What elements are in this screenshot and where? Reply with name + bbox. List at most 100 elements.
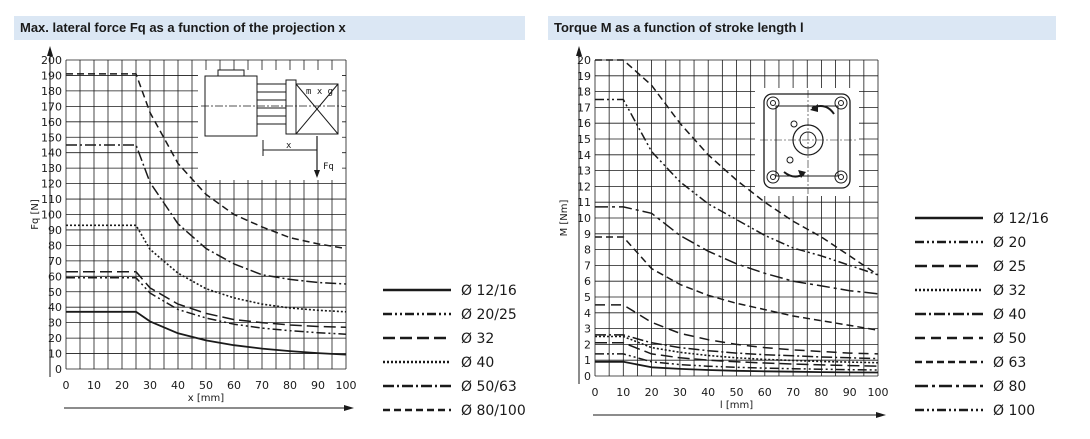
x-tick-label: 100 (336, 379, 357, 392)
y-tick-label: 10 (577, 212, 591, 225)
legend-label: Ø 50 (993, 331, 1026, 347)
y-tick-label: 12 (577, 180, 591, 193)
projection-inset: m x g x Fq (198, 69, 342, 180)
inset-bolt-hole (838, 174, 844, 180)
y-tick-label: 30 (48, 317, 62, 330)
legend: Ø 12/16 Ø 20 Ø 25 Ø 32 Ø 40 Ø 50 Ø 63 Ø 80 Ø 100 (915, 211, 1049, 419)
x-tick-label: 70 (786, 386, 800, 399)
x-tick-label: 30 (143, 379, 157, 392)
legend-label: Ø 40 (461, 355, 494, 371)
y-tick-label: 7 (584, 259, 591, 272)
y-axis-arrow-head (47, 46, 53, 56)
x-tick-labels: 0 10 20 30 40 50 60 70 80 90 100 (592, 386, 889, 399)
x-tick-label: 40 (171, 379, 185, 392)
series-line (595, 334, 879, 360)
y-axis-arrow-head (576, 46, 582, 56)
inset-bolt-hole (770, 100, 776, 106)
legend-label: Ø 80/100 (461, 403, 526, 419)
y-tick-label: 190 (41, 69, 62, 82)
x-tick-label: 50 (730, 386, 744, 399)
y-tick-label: 0 (55, 363, 62, 376)
legend-label: Ø 32 (461, 331, 494, 347)
y-tick-label: 2 (584, 338, 591, 351)
series-line (595, 206, 879, 295)
y-tick-label: 20 (577, 54, 591, 67)
y-tick-label: 9 (584, 228, 591, 241)
y-tick-label: 8 (584, 244, 591, 257)
series-line (595, 353, 879, 371)
legend-label: Ø 12/16 (993, 211, 1049, 227)
inset-cylinder-cap (217, 69, 245, 77)
inset-bore (775, 105, 839, 177)
x-tick-label: 60 (227, 379, 241, 392)
y-tick-label: 13 (577, 165, 591, 178)
x-tick-label: 80 (814, 386, 828, 399)
y-tick-label: 0 (584, 370, 591, 383)
inset-torque-arrowhead (810, 104, 818, 112)
inset-guide-hole (790, 120, 798, 128)
y-tick-label: 15 (577, 133, 591, 146)
inset-guide-hole (786, 156, 794, 164)
y-tick-label: 4 (584, 307, 591, 320)
series-line (66, 277, 347, 335)
y-tick-label: 140 (41, 147, 62, 160)
legend-label: Ø 32 (993, 283, 1026, 299)
inset-force-label: Fq (323, 162, 334, 172)
legend-label: Ø 80 (993, 379, 1026, 395)
axes-arrows (576, 46, 886, 418)
series-line (595, 335, 879, 364)
axes-arrows (47, 46, 354, 411)
left-chart-title: Max. lateral force Fq as a function of t… (14, 16, 525, 40)
legend-label: Ø 50/63 (461, 379, 517, 395)
legend-label: Ø 100 (993, 403, 1035, 419)
inset-projection-label: x (286, 141, 292, 151)
y-tick-label: 70 (48, 255, 62, 268)
inset-flange (763, 93, 851, 189)
x-tick-labels: 0 10 20 30 40 50 60 70 80 90 100 (63, 379, 357, 392)
legend-label: Ø 40 (993, 307, 1026, 323)
y-tick-label: 6 (584, 275, 591, 288)
x-tick-label: 0 (63, 379, 70, 392)
series-line (595, 98, 879, 276)
y-tick-label: 150 (41, 131, 62, 144)
x-tick-label: 30 (673, 386, 687, 399)
y-tick-label: 1 (584, 354, 591, 367)
x-tick-label: 60 (758, 386, 772, 399)
y-tick-label: 19 (577, 70, 591, 83)
inset-mass-cross (295, 83, 339, 135)
inset-mass-label: m x g (306, 87, 333, 97)
y-tick-label: 11 (577, 196, 591, 209)
y-tick-label: 100 (41, 209, 62, 222)
series-line (66, 144, 347, 285)
series-line (595, 360, 879, 374)
legend-label: Ø 25 (993, 259, 1026, 275)
y-tick-label: 110 (41, 193, 62, 206)
y-tick-label: 5 (584, 291, 591, 304)
series-line (595, 236, 879, 331)
inset-bolt-hole (838, 100, 844, 106)
x-axis-label: l [mm] (720, 400, 753, 411)
y-tick-label: 170 (41, 100, 62, 113)
series-line (595, 342, 879, 367)
y-tick-label: 180 (41, 85, 62, 98)
x-tick-label: 20 (115, 379, 129, 392)
cylinder-face-inset (755, 88, 859, 196)
y-tick-label: 10 (48, 348, 62, 361)
x-axis-arrow-head (344, 405, 354, 411)
y-tick-label: 130 (41, 162, 62, 175)
inset-torque-arrowhead (798, 170, 806, 178)
y-tick-label: 60 (48, 270, 62, 283)
y-tick-label: 40 (48, 301, 62, 314)
y-tick-label: 120 (41, 178, 62, 191)
y-tick-label: 16 (577, 117, 591, 130)
y-tick-label: 50 (48, 286, 62, 299)
series-lines (66, 73, 347, 356)
series-line (66, 224, 347, 313)
legend: Ø 12/16 Ø 20/25 Ø 32 Ø 40 Ø 50/63 Ø 80/100 (383, 283, 526, 419)
y-tick-labels: 0 10 20 30 40 50 60 70 80 90 100 110 120 130 140 150 160… (41, 54, 62, 376)
y-axis-label: M [Nm] (559, 199, 570, 236)
inset-mass-box (295, 83, 339, 135)
